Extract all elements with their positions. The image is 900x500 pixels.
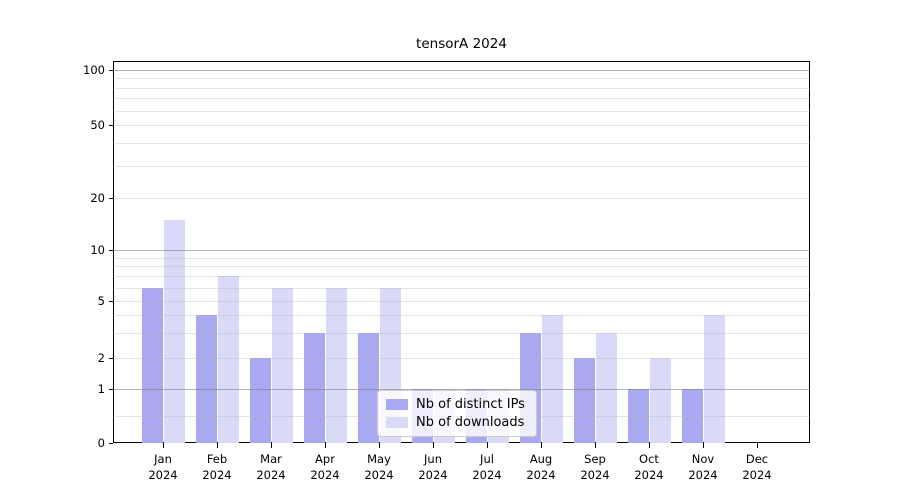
bar-distinct-ips-jan [142,287,163,443]
bar-distinct-ips-nov [682,389,703,443]
legend-label-downloads: Nb of downloads [416,415,525,430]
x-tick [162,442,164,448]
bar-downloads-aug [542,314,563,443]
y-tick [108,69,113,71]
bar-downloads-sep [596,332,617,443]
gridline-minor [113,125,810,126]
bar-downloads-nov [704,314,725,443]
x-tick-label: Apr 2024 [310,452,340,482]
bar-distinct-ips-feb [196,314,217,443]
legend-swatch-distinct-ips [386,399,408,410]
y-tick [108,124,113,126]
x-tick [540,442,542,448]
x-tick-label: Sep 2024 [580,452,610,482]
bar-distinct-ips-mar [250,358,271,443]
gridline-major [113,70,810,71]
x-tick-label: Jun 2024 [418,452,448,482]
y-tick [108,197,113,199]
y-tick [108,357,113,359]
x-tick [702,442,704,448]
gridline-minor [113,276,810,278]
x-tick-label: May 2024 [364,452,394,482]
gridline-major [113,250,810,251]
bar-distinct-ips-apr [304,332,325,443]
y-tick-label: 1 [97,382,105,396]
bar-distinct-ips-sep [574,358,595,443]
x-tick-label: Nov 2024 [688,452,718,482]
x-tick-label: Jul 2024 [472,452,502,482]
gridline-minor [113,257,810,259]
x-tick [594,442,596,448]
x-tick [486,442,488,448]
gridline-minor [113,332,810,334]
bar-downloads-jan [164,219,185,443]
legend-label-distinct-ips: Nb of distinct IPs [416,397,525,412]
gridline-minor [113,198,810,199]
x-tick-label: Mar 2024 [256,452,286,482]
y-tick-label: 20 [90,191,105,205]
gridline-minor [113,87,810,89]
legend-item-downloads: Nb of downloads [386,415,525,430]
bar-distinct-ips-oct [628,389,649,443]
y-tick-label: 10 [90,243,105,257]
gridline-minor [113,301,810,302]
x-tick [216,442,218,448]
y-tick [108,388,113,390]
gridline-minor [113,110,810,112]
gridline-major [113,389,810,390]
plot-area: Nb of distinct IPs Nb of downloads 100 50… [83,61,810,482]
y-tick-label: 5 [97,294,105,308]
y-tick-label: 0 [97,436,105,450]
gridline-minor [113,314,810,316]
x-tick [756,442,758,448]
y-tick-label: 50 [90,118,105,132]
bar-downloads-feb [218,276,239,443]
gridline-minor [113,266,810,268]
bar-distinct-ips-may [358,332,379,443]
x-tick [648,442,650,448]
x-tick-label: Dec 2024 [742,452,772,482]
legend: Nb of distinct IPs Nb of downloads [377,390,537,437]
x-tick [324,442,326,448]
y-tick-label: 100 [83,63,105,77]
x-tick-label: Jan 2024 [148,452,178,482]
x-tick [432,442,434,448]
legend-swatch-downloads [386,417,408,428]
chart-title: tensorA 2024 [416,36,507,52]
gridline-minor [113,78,810,80]
legend-item-distinct-ips: Nb of distinct IPs [386,397,525,412]
bar-downloads-mar [272,287,293,443]
gridline-minor [113,142,810,144]
gridline-minor [113,165,810,167]
bar-downloads-apr [326,287,347,443]
gridline-minor [113,98,810,100]
x-tick-label: Aug 2024 [526,452,556,482]
x-tick [270,442,272,448]
gridline-minor [113,287,810,289]
bar-downloads-oct [650,358,671,443]
y-tick-label: 2 [97,351,105,365]
x-tick-label: Oct 2024 [634,452,664,482]
x-tick [378,442,380,448]
y-tick [108,249,113,251]
x-tick-label: Feb 2024 [202,452,232,482]
y-tick [108,442,113,444]
gridline-minor [113,358,810,359]
y-tick [108,300,113,302]
